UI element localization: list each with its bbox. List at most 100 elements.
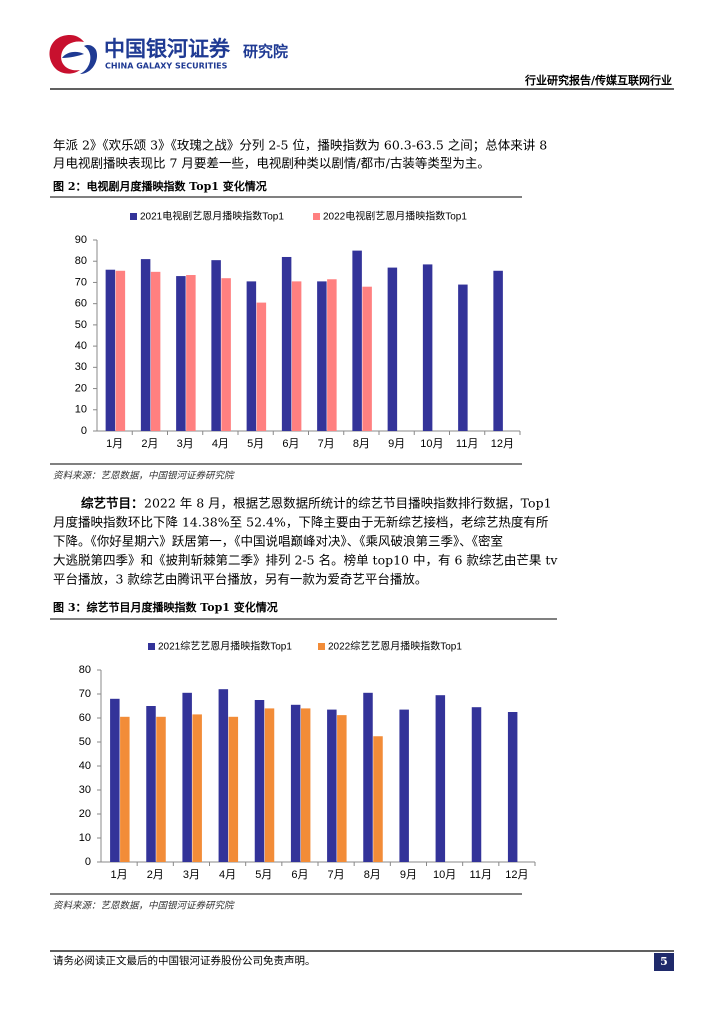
bar bbox=[192, 714, 202, 862]
x-tick-label: 10月 bbox=[433, 869, 456, 881]
y-tick-label: 30 bbox=[75, 361, 87, 373]
x-tick-label: 4月 bbox=[219, 869, 236, 881]
x-tick-label: 11月 bbox=[456, 438, 478, 450]
bar bbox=[317, 281, 327, 431]
legend-label: 2021综艺艺恩月播映指数Top1 bbox=[158, 640, 292, 653]
y-tick-label: 90 bbox=[75, 234, 87, 246]
bar bbox=[362, 286, 372, 431]
x-tick-label: 9月 bbox=[388, 438, 405, 450]
bar bbox=[218, 689, 229, 862]
bar bbox=[228, 716, 239, 862]
paragraph-line: 月电视剧播映表现比 7 月要差一些，电视剧种类以剧情/都市/古装等类型为主。 bbox=[53, 156, 490, 171]
logo-cn: 中国银河证券 bbox=[104, 37, 231, 61]
y-tick-label: 60 bbox=[75, 298, 87, 310]
paragraph-line: 年派 2》《欢乐颂 3》《玫瑰之战》分列 2-5 位，播映指数为 60.3-63… bbox=[53, 138, 547, 153]
bar bbox=[211, 260, 221, 431]
figure-caption: 图 3：综艺节目月度播映指数 Top1 变化情况 bbox=[53, 600, 278, 614]
bar bbox=[493, 270, 503, 431]
bar bbox=[337, 715, 347, 862]
logo bbox=[49, 35, 98, 74]
page-number: 5 bbox=[660, 955, 668, 968]
bar bbox=[363, 692, 373, 862]
bar bbox=[120, 716, 130, 862]
x-tick-label: 4月 bbox=[212, 438, 229, 450]
y-tick-label: 0 bbox=[85, 856, 91, 868]
x-tick-label: 12月 bbox=[505, 869, 528, 881]
paragraph-line: 平台播放，3 款综艺由腾讯平台播放，另有一款为爱奇艺平台播放。 bbox=[53, 572, 427, 587]
bar bbox=[387, 267, 398, 431]
bar bbox=[146, 706, 156, 862]
legend-swatch bbox=[318, 643, 325, 650]
paragraph-line: 2022 年 8 月，根据艺恩数据所统计的综艺节目播映指数排行数据，Top1 bbox=[144, 496, 552, 511]
bar bbox=[435, 695, 446, 862]
x-tick-label: 11月 bbox=[470, 869, 492, 881]
y-tick-label: 50 bbox=[75, 319, 87, 331]
y-tick-label: 20 bbox=[79, 808, 91, 820]
x-tick-label: 3月 bbox=[183, 869, 200, 881]
x-tick-label: 1月 bbox=[106, 438, 123, 450]
y-tick-label: 20 bbox=[75, 382, 87, 394]
institute: 研究院 bbox=[243, 43, 288, 61]
bar bbox=[156, 716, 166, 862]
bar bbox=[186, 275, 196, 431]
bar bbox=[256, 302, 267, 431]
bar bbox=[300, 708, 311, 862]
bar bbox=[291, 281, 302, 431]
x-tick-label: 8月 bbox=[364, 869, 381, 881]
paragraph-lead: 综艺节目： bbox=[81, 496, 144, 511]
bar bbox=[110, 698, 120, 862]
legend-label: 2022电视剧艺恩月播映指数Top1 bbox=[323, 210, 467, 223]
figure-source: 资料来源：艺恩数据，中国银河证券研究院 bbox=[53, 900, 235, 912]
y-tick-label: 40 bbox=[75, 340, 87, 352]
y-tick-label: 30 bbox=[79, 784, 91, 796]
y-tick-label: 70 bbox=[75, 276, 87, 288]
y-tick-label: 50 bbox=[79, 736, 91, 748]
y-tick-label: 80 bbox=[75, 255, 87, 267]
bar bbox=[422, 264, 433, 431]
x-tick-label: 6月 bbox=[282, 438, 299, 450]
bar bbox=[327, 279, 337, 431]
bar bbox=[182, 692, 192, 862]
legend-swatch bbox=[313, 213, 320, 220]
bar bbox=[399, 709, 409, 862]
legend-swatch bbox=[130, 213, 137, 220]
bar bbox=[373, 736, 383, 862]
y-tick-label: 60 bbox=[79, 712, 91, 724]
bar bbox=[105, 269, 116, 431]
bar bbox=[150, 271, 161, 431]
disclaimer: 请务必阅读正文最后的中国银河证券股份公司免责声明。 bbox=[53, 954, 316, 967]
page-box bbox=[654, 953, 674, 971]
bar bbox=[254, 700, 265, 862]
y-tick-label: 10 bbox=[75, 404, 87, 416]
legend-label: 2022综艺艺恩月播映指数Top1 bbox=[328, 640, 462, 653]
x-tick-label: 7月 bbox=[328, 869, 345, 881]
bar bbox=[115, 270, 126, 431]
bar bbox=[264, 708, 275, 862]
x-tick-label: 7月 bbox=[318, 438, 335, 450]
x-tick-label: 2月 bbox=[141, 438, 158, 450]
x-tick-label: 8月 bbox=[353, 438, 370, 450]
bar bbox=[281, 256, 292, 431]
x-tick-label: 1月 bbox=[111, 869, 128, 881]
bar bbox=[327, 709, 337, 862]
report-type: 行业研究报告/传媒互联网行业 bbox=[524, 73, 672, 87]
figure-caption: 图 2：电视剧月度播映指数 Top1 变化情况 bbox=[53, 179, 267, 193]
figure-source: 资料来源：艺恩数据，中国银河证券研究院 bbox=[53, 470, 235, 482]
bar bbox=[507, 712, 518, 862]
legend-swatch bbox=[148, 643, 155, 650]
x-tick-label: 6月 bbox=[291, 869, 308, 881]
bar bbox=[290, 704, 301, 862]
bar bbox=[471, 707, 482, 862]
x-tick-label: 5月 bbox=[255, 869, 272, 881]
bar bbox=[221, 278, 231, 431]
y-tick-label: 80 bbox=[79, 664, 91, 676]
paragraph-line: 月度播映指数环比下降 14.38%至 52.4%，下降主要由于无新综艺接档，老综… bbox=[53, 515, 548, 530]
y-tick-label: 40 bbox=[79, 760, 91, 772]
x-tick-label: 3月 bbox=[177, 438, 194, 450]
bar bbox=[140, 259, 151, 431]
paragraph-line: 大逃脱第四季》和《披荆斩棘第二季》排列 2-5 名。榜单 top10 中，有 6… bbox=[53, 553, 558, 568]
y-tick-label: 10 bbox=[79, 832, 91, 844]
bar bbox=[176, 276, 186, 431]
x-tick-label: 10月 bbox=[420, 438, 443, 450]
